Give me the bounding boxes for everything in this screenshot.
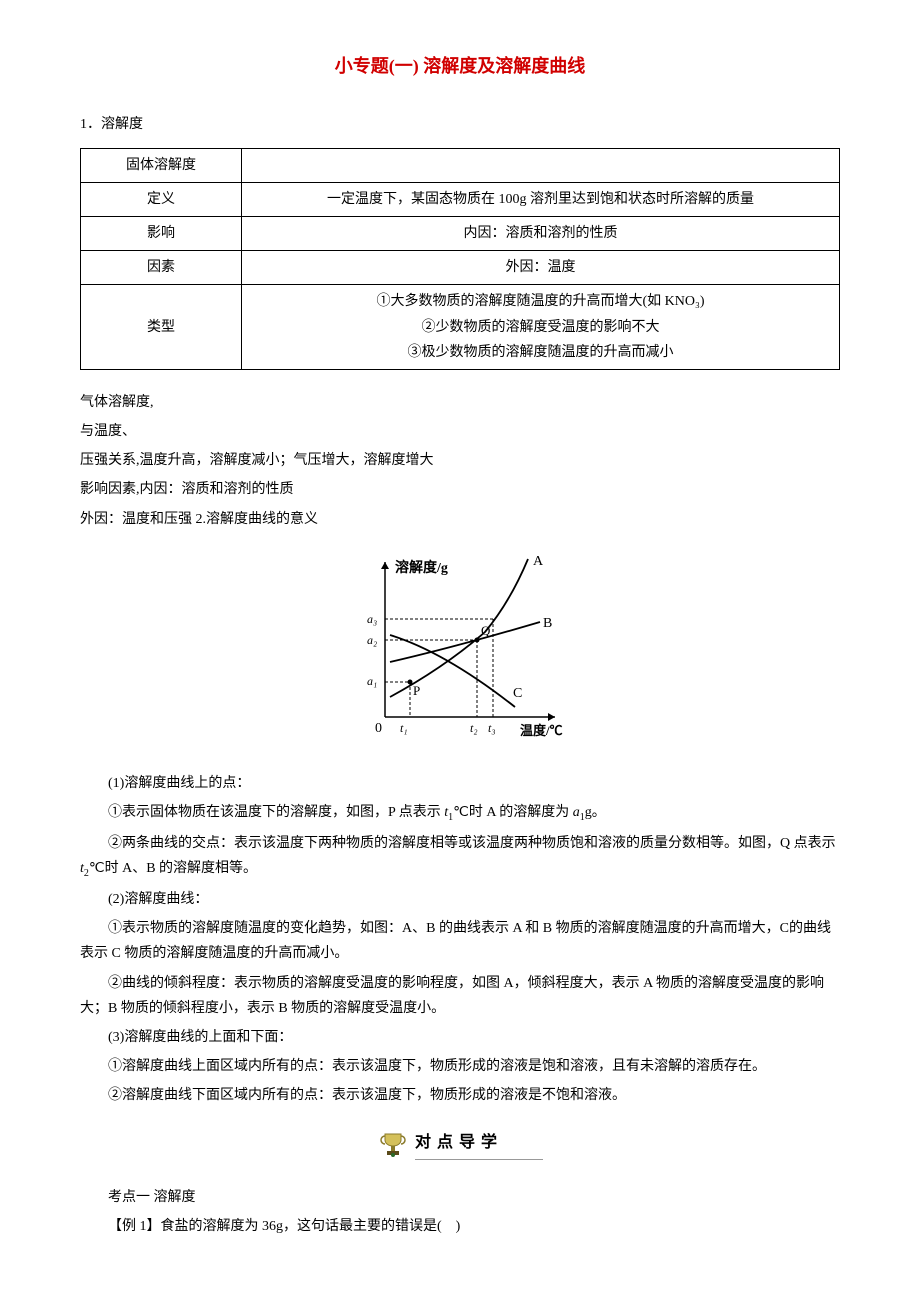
example-1: 【例 1】食盐的溶解度为 36g，这句话最主要的错误是( )	[80, 1214, 840, 1239]
var-a1: a	[573, 805, 580, 820]
cell-line: ①大多数物质的溶解度随温度的升高而增大(如 KNO₃)	[252, 289, 829, 314]
body-p6: ②曲线的倾斜程度：表示物质的溶解度受温度的影响程度，如图 A，倾斜程度大，表示 …	[80, 971, 840, 1021]
gas-line: 与温度、	[80, 419, 840, 444]
section-badge: 对点导学	[80, 1128, 840, 1169]
x-axis-label: 温度/℃	[520, 723, 563, 738]
body-p9: ②溶解度曲线下面区域内所有的点：表示该温度下，物质形成的溶液是不饱和溶液。	[80, 1083, 840, 1108]
gas-line: 压强关系,温度升高，溶解度减小；气压增大，溶解度增大	[80, 448, 840, 473]
solubility-chart: 溶解度/g 温度/℃ 0 A B C P t₁ a₁ Q t₂ a₂ t₃ a₃	[80, 547, 840, 756]
table-row: 因素 外因：温度	[81, 251, 840, 285]
text: ℃时 A、B 的溶解度相等。	[89, 861, 257, 876]
section-1-label: 1．溶解度	[80, 112, 840, 137]
table-row: 固体溶解度	[81, 148, 840, 182]
gas-line: 气体溶解度,	[80, 390, 840, 415]
x-t1-label: t₁	[400, 721, 408, 735]
series-b-label: B	[543, 616, 552, 631]
cell: 内因：溶质和溶剂的性质	[242, 216, 840, 250]
table-row: 影响 内因：溶质和溶剂的性质	[81, 216, 840, 250]
cell-line: ③极少数物质的溶解度随温度的升高而减小	[252, 340, 829, 365]
table-row: 定义 一定温度下，某固态物质在 100g 溶剂里达到饱和状态时所溶解的质量	[81, 182, 840, 216]
point-p-label: P	[413, 683, 420, 698]
series-a-label: A	[533, 554, 544, 569]
y-a3-label: a₃	[367, 612, 377, 626]
cell: 影响	[81, 216, 242, 250]
body-p5: ①表示物质的溶解度随温度的变化趋势，如图：A、B 的曲线表示 A 和 B 物质的…	[80, 916, 840, 966]
origin-label: 0	[375, 721, 382, 736]
y-a1-label: a₁	[367, 674, 377, 688]
x-t2-label: t₂	[470, 721, 478, 735]
cell: 固体溶解度	[81, 148, 242, 182]
text: ②两条曲线的交点：表示该温度下两种物质的溶解度相等或该温度两种物质饱和溶液的质量…	[108, 836, 836, 851]
kaodian-label: 考点一 溶解度	[80, 1185, 840, 1210]
body-p2: ①表示固体物质在该温度下的溶解度，如图，P 点表示 t1℃时 A 的溶解度为 a…	[80, 800, 840, 827]
cell: 外因：温度	[242, 251, 840, 285]
section-badge-text: 对点导学	[415, 1129, 543, 1161]
y-a2-label: a₂	[367, 633, 377, 647]
page-title: 小专题(一) 溶解度及溶解度曲线	[80, 50, 840, 82]
cell: 类型	[81, 285, 242, 370]
body-p1: (1)溶解度曲线上的点：	[80, 771, 840, 796]
y-axis-label: 溶解度/g	[395, 559, 448, 576]
trophy-icon	[377, 1128, 409, 1160]
text: ①表示固体物质在该温度下的溶解度，如图，P 点表示	[108, 805, 444, 820]
cell: 定义	[81, 182, 242, 216]
cell: ①大多数物质的溶解度随温度的升高而增大(如 KNO₃) ②少数物质的溶解度受温度…	[242, 285, 840, 370]
x-t3-label: t₃	[488, 721, 496, 735]
gas-line: 外因：温度和压强 2.溶解度曲线的意义	[80, 507, 840, 532]
solid-solubility-table: 固体溶解度 定义 一定温度下，某固态物质在 100g 溶剂里达到饱和状态时所溶解…	[80, 148, 840, 370]
cell: 一定温度下，某固态物质在 100g 溶剂里达到饱和状态时所溶解的质量	[242, 182, 840, 216]
text: g。	[585, 805, 606, 820]
table-row: 类型 ①大多数物质的溶解度随温度的升高而增大(如 KNO₃) ②少数物质的溶解度…	[81, 285, 840, 370]
body-p3: ②两条曲线的交点：表示该温度下两种物质的溶解度相等或该温度两种物质饱和溶液的质量…	[80, 831, 840, 883]
gas-line: 影响因素,内因：溶质和溶剂的性质	[80, 477, 840, 502]
cell-line: ②少数物质的溶解度受温度的影响不大	[252, 315, 829, 340]
point-q-label: Q	[481, 623, 491, 638]
body-p4: (2)溶解度曲线：	[80, 887, 840, 912]
body-p8: ①溶解度曲线上面区域内所有的点：表示该温度下，物质形成的溶液是饱和溶液，且有未溶…	[80, 1054, 840, 1079]
text: ℃时 A 的溶解度为	[453, 805, 573, 820]
cell	[242, 148, 840, 182]
series-c-label: C	[513, 686, 522, 701]
body-p7: (3)溶解度曲线的上面和下面：	[80, 1025, 840, 1050]
cell: 因素	[81, 251, 242, 285]
